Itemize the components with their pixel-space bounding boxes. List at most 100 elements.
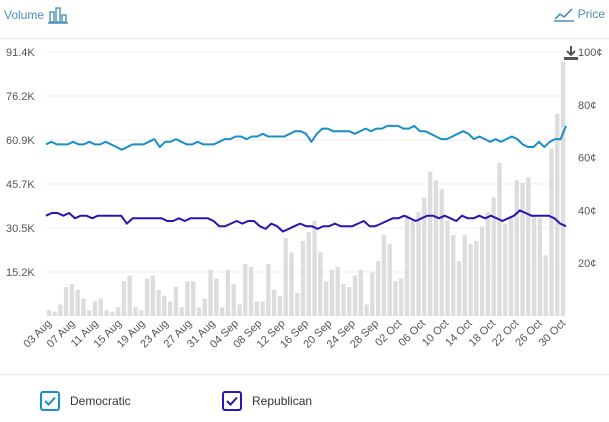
volume-bar — [248, 266, 254, 316]
volume-bar — [514, 180, 519, 316]
y-right-tick-label: 60¢ — [578, 153, 596, 165]
x-tick-label: 30 Oct — [537, 318, 568, 349]
volume-bar — [503, 223, 508, 316]
volume-bar — [46, 310, 51, 316]
volume-bar — [399, 278, 404, 316]
volume-bar — [162, 295, 167, 316]
volume-bar — [537, 217, 543, 316]
volume-bar — [312, 220, 317, 316]
volume-bar — [347, 287, 352, 316]
price-toggle[interactable]: Price — [553, 6, 605, 22]
top-toolbar: Volume Price — [0, 0, 609, 39]
volume-bar — [358, 269, 363, 316]
legend-democratic[interactable]: Democratic — [40, 391, 131, 411]
volume-bar — [387, 243, 392, 316]
volume-bar — [191, 281, 196, 316]
line-chart-icon — [553, 8, 574, 22]
volume-bar — [549, 148, 554, 316]
y-left-tick-label: 91.4K — [6, 47, 35, 59]
volume-bar — [277, 295, 283, 316]
volume-bar — [63, 287, 69, 316]
volume-bar — [289, 252, 294, 316]
volume-bar — [341, 284, 346, 316]
volume-bar — [526, 177, 531, 316]
volume-bar — [300, 240, 306, 316]
volume-bar — [404, 214, 410, 316]
volume-label: Volume — [4, 8, 45, 22]
y-right-tick-label: 20¢ — [578, 258, 596, 270]
volume-bar — [370, 272, 375, 316]
volume-bar — [115, 307, 121, 316]
democratic-checkbox[interactable] — [40, 391, 60, 411]
legend-republican-label: Republican — [252, 394, 313, 408]
volume-bar — [393, 281, 398, 316]
volume-bar — [543, 255, 548, 316]
volume-bar — [508, 217, 514, 316]
y-left-tick-label: 15.2K — [6, 267, 35, 279]
series-line-democratic — [45, 124, 567, 151]
y-right-tick-label: 80¢ — [578, 100, 596, 112]
volume-bar — [185, 281, 190, 316]
volume-bar — [468, 243, 473, 316]
y-right-tick-label: 40¢ — [578, 205, 596, 217]
volume-bar — [58, 304, 63, 316]
volume-bar — [133, 307, 138, 316]
volume-bar — [219, 307, 225, 316]
volume-bar — [81, 298, 86, 316]
volume-bar — [208, 269, 213, 316]
volume-bar — [381, 235, 387, 316]
volume-bar — [87, 310, 92, 316]
volume-bar — [156, 290, 161, 316]
volume-bar — [283, 238, 288, 316]
volume-bar — [202, 298, 207, 316]
volume-bar — [214, 278, 219, 316]
volume-bar — [295, 292, 300, 316]
volume-bar — [127, 275, 132, 316]
volume-bar — [139, 310, 144, 316]
legend: Democratic Republican — [0, 374, 609, 422]
volume-price-chart: 15.2K 30.5K 45.7K 60.9K 76.2K 91.4K 20¢ 40¢ 60¢ 8… — [6, 47, 602, 351]
volume-bar — [422, 197, 427, 316]
volume-bar — [179, 307, 184, 316]
volume-bar — [335, 266, 340, 316]
check-icon — [44, 396, 56, 406]
volume-bar — [196, 307, 202, 316]
bar-chart-icon — [48, 7, 69, 24]
volume-bar — [445, 220, 450, 316]
volume-bar — [375, 261, 381, 316]
volume-bar — [98, 298, 103, 316]
volume-bar — [254, 301, 259, 316]
price-label: Price — [577, 7, 605, 21]
volume-bar — [352, 275, 358, 316]
volume-bar — [271, 290, 277, 316]
download-icon[interactable] — [563, 45, 579, 61]
volume-bar — [462, 235, 467, 316]
volume-bar — [69, 284, 75, 316]
volume-bar — [306, 232, 311, 316]
volume-bar — [104, 310, 109, 316]
legend-republican[interactable]: Republican — [222, 391, 312, 411]
volume-bar — [416, 212, 421, 316]
volume-bar — [225, 269, 231, 316]
volume-bar — [110, 311, 115, 316]
check-icon — [226, 396, 238, 406]
volume-bar — [474, 240, 479, 316]
volume-bar — [237, 304, 242, 316]
y-left-tick-label: 45.7K — [6, 179, 35, 191]
volume-bar — [266, 264, 271, 316]
volume-bar — [491, 197, 496, 316]
volume-bar — [144, 278, 150, 316]
volume-bar — [173, 287, 179, 316]
republican-checkbox[interactable] — [222, 391, 242, 411]
volume-toggle[interactable]: Volume — [4, 6, 69, 24]
volume-bar — [451, 235, 456, 316]
volume-bar — [456, 261, 462, 316]
volume-bar — [121, 281, 127, 316]
volume-bar — [364, 304, 369, 316]
y-left-tick-label: 30.5K — [6, 223, 35, 235]
volume-bar — [260, 301, 265, 316]
volume-bar — [427, 171, 433, 316]
volume-bar — [497, 162, 502, 316]
volume-bar — [433, 180, 439, 316]
volume-bar — [439, 188, 444, 316]
